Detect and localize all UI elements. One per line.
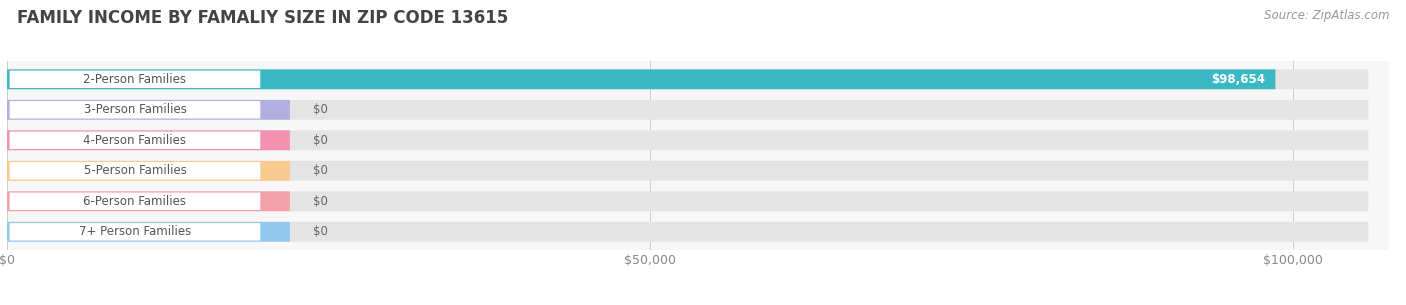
Text: $0: $0 <box>314 164 328 177</box>
Text: 2-Person Families: 2-Person Families <box>83 73 187 86</box>
FancyBboxPatch shape <box>7 222 1368 242</box>
FancyBboxPatch shape <box>10 192 260 210</box>
Text: 5-Person Families: 5-Person Families <box>83 164 187 177</box>
Text: FAMILY INCOME BY FAMALIY SIZE IN ZIP CODE 13615: FAMILY INCOME BY FAMALIY SIZE IN ZIP COD… <box>17 9 508 27</box>
FancyBboxPatch shape <box>7 161 1368 181</box>
Text: 7+ Person Families: 7+ Person Families <box>79 225 191 238</box>
FancyBboxPatch shape <box>7 69 1368 89</box>
FancyBboxPatch shape <box>10 162 260 180</box>
FancyBboxPatch shape <box>7 100 1368 120</box>
FancyBboxPatch shape <box>7 131 1368 150</box>
FancyBboxPatch shape <box>7 100 290 120</box>
FancyBboxPatch shape <box>10 223 260 241</box>
FancyBboxPatch shape <box>7 161 290 181</box>
Text: 6-Person Families: 6-Person Families <box>83 195 187 208</box>
Text: $0: $0 <box>314 103 328 116</box>
FancyBboxPatch shape <box>7 192 1368 211</box>
Text: $0: $0 <box>314 225 328 238</box>
FancyBboxPatch shape <box>10 70 260 88</box>
Text: Source: ZipAtlas.com: Source: ZipAtlas.com <box>1264 9 1389 22</box>
Text: 4-Person Families: 4-Person Families <box>83 134 187 147</box>
Text: $0: $0 <box>314 195 328 208</box>
FancyBboxPatch shape <box>10 131 260 149</box>
Text: $98,654: $98,654 <box>1211 73 1265 86</box>
Text: 3-Person Families: 3-Person Families <box>83 103 187 116</box>
FancyBboxPatch shape <box>7 69 1275 89</box>
FancyBboxPatch shape <box>7 222 290 242</box>
FancyBboxPatch shape <box>7 131 290 150</box>
FancyBboxPatch shape <box>7 192 290 211</box>
Text: $0: $0 <box>314 134 328 147</box>
FancyBboxPatch shape <box>10 101 260 119</box>
